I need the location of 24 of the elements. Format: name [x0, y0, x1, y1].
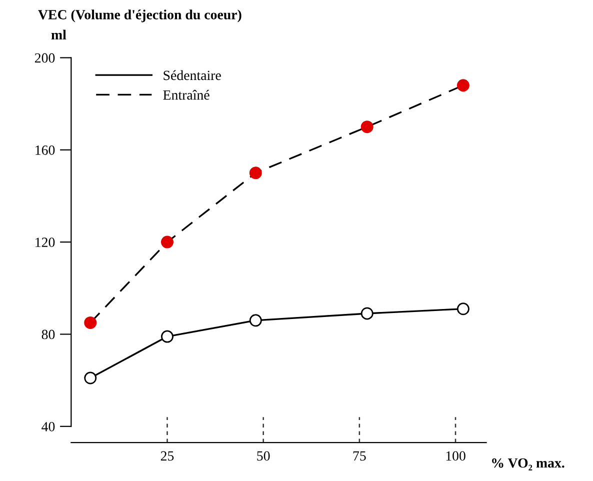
- point: [161, 330, 174, 343]
- y-tick-label: 200: [34, 53, 55, 63]
- x-tick-label: 75: [353, 451, 366, 461]
- y-tick-label: 160: [36, 145, 55, 155]
- point: [249, 166, 262, 180]
- x-tick-label: 25: [160, 451, 174, 461]
- x-tick-label: 50: [257, 451, 270, 461]
- y-tick-label: 40: [42, 422, 55, 432]
- point: [360, 307, 374, 320]
- point: [84, 316, 97, 329]
- point: [456, 302, 470, 316]
- legend-label: Sédentaire: [164, 70, 221, 80]
- chart-title: VEC (Volume d'éjection du coeur): [38, 10, 242, 22]
- point: [360, 120, 374, 134]
- y-tick-label: 80: [42, 330, 55, 340]
- point: [84, 372, 97, 384]
- y-tick-label: 120: [36, 238, 55, 248]
- x-axis-title: % VO₂ max.: [492, 458, 564, 470]
- point: [456, 79, 470, 92]
- legend-label: Entraîné: [163, 90, 210, 100]
- x-tick-label: 100: [446, 451, 466, 461]
- point: [161, 236, 174, 248]
- point: [249, 314, 262, 327]
- y-axis-title: ml: [51, 30, 66, 40]
